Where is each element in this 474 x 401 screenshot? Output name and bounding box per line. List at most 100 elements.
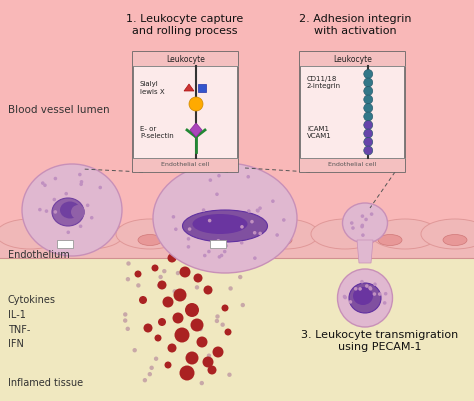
Bar [133,52,238,66]
Circle shape [79,225,82,228]
Ellipse shape [378,235,402,245]
Circle shape [155,334,162,342]
Circle shape [212,346,224,358]
Ellipse shape [371,219,439,249]
Circle shape [246,175,250,178]
Circle shape [187,245,190,249]
Circle shape [258,232,262,235]
Circle shape [343,295,346,298]
Circle shape [217,174,221,178]
Circle shape [133,348,137,352]
Circle shape [253,231,256,235]
Circle shape [258,207,262,210]
Circle shape [54,177,57,180]
Circle shape [147,372,152,377]
Bar [57,240,73,248]
Text: lewis X: lewis X [140,89,164,95]
FancyBboxPatch shape [300,52,405,172]
Circle shape [157,281,166,290]
Circle shape [373,292,376,296]
Circle shape [173,312,183,324]
Circle shape [38,208,42,211]
Polygon shape [190,123,202,137]
Circle shape [126,327,130,331]
Text: Leukocyte: Leukocyte [333,55,372,63]
Circle shape [247,209,251,213]
Text: Cytokines
IL-1
TNF-
IFN: Cytokines IL-1 TNF- IFN [8,295,56,349]
Circle shape [60,243,63,247]
Circle shape [221,304,228,312]
Circle shape [282,218,286,222]
Ellipse shape [116,219,184,249]
Circle shape [176,271,180,275]
Circle shape [202,356,213,367]
Circle shape [364,112,373,121]
Circle shape [123,318,128,323]
Ellipse shape [71,205,85,219]
Circle shape [144,324,153,332]
Circle shape [383,301,386,305]
Ellipse shape [181,219,249,249]
Circle shape [123,312,128,317]
Circle shape [384,292,387,296]
Circle shape [174,328,190,342]
Circle shape [54,210,57,214]
Circle shape [126,261,131,266]
Ellipse shape [349,283,381,313]
Circle shape [195,285,199,290]
Circle shape [203,254,207,257]
Text: 1. Leukocyte capture
and rolling process: 1. Leukocyte capture and rolling process [127,14,244,36]
Circle shape [370,212,374,216]
Circle shape [79,182,83,186]
Ellipse shape [60,201,80,219]
Circle shape [215,319,219,323]
Circle shape [361,233,365,237]
Circle shape [162,269,166,273]
Circle shape [174,227,178,231]
Ellipse shape [353,287,373,305]
Circle shape [167,253,176,263]
Ellipse shape [421,219,474,249]
Polygon shape [357,240,373,263]
Bar [300,52,405,66]
Circle shape [163,296,173,308]
Circle shape [220,254,223,257]
Circle shape [157,284,161,288]
Polygon shape [184,84,194,91]
Circle shape [200,381,204,385]
Circle shape [173,289,177,294]
Circle shape [253,256,257,260]
Circle shape [136,283,141,288]
Circle shape [193,273,202,282]
Circle shape [350,221,354,225]
Circle shape [360,280,364,284]
Circle shape [364,78,373,87]
Circle shape [185,352,199,365]
Circle shape [364,138,373,146]
Circle shape [143,378,147,383]
Circle shape [365,284,369,288]
Circle shape [364,95,373,104]
Circle shape [191,318,203,332]
Circle shape [80,180,83,184]
Circle shape [343,296,347,299]
Circle shape [358,287,362,291]
Circle shape [378,292,382,296]
Circle shape [364,129,373,138]
Circle shape [78,173,82,176]
Circle shape [364,120,373,130]
Circle shape [66,231,70,234]
Circle shape [202,208,205,212]
Text: 2. Adhesion integrin
with activation: 2. Adhesion integrin with activation [299,14,411,36]
Circle shape [43,183,47,187]
Circle shape [364,69,373,79]
Circle shape [208,365,217,375]
Circle shape [207,250,211,253]
Circle shape [188,227,191,231]
Circle shape [225,328,231,336]
Circle shape [228,286,233,291]
Circle shape [135,271,142,277]
Circle shape [215,192,219,196]
Circle shape [185,303,199,317]
Circle shape [173,288,186,302]
